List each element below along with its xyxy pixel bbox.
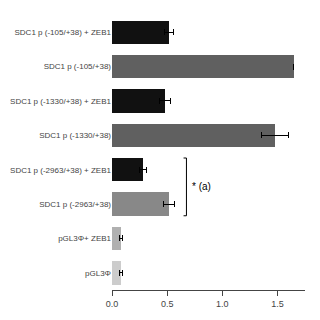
svg-text:0.0: 0.0 <box>106 299 119 309</box>
svg-text:SDC1 p (-2963/+38): SDC1 p (-2963/+38) <box>39 200 111 209</box>
svg-text:pGL3Φ: pGL3Φ <box>85 269 111 278</box>
svg-text:* (a): * (a) <box>192 181 211 192</box>
svg-text:pGL3Φ+ ZEB1: pGL3Φ+ ZEB1 <box>58 234 111 243</box>
svg-text:SDC1 p (-1330/+38): SDC1 p (-1330/+38) <box>39 131 111 140</box>
svg-text:SDC1 p (-105/+38) + ZEB1: SDC1 p (-105/+38) + ZEB1 <box>15 28 112 37</box>
svg-text:SDC1 p (-1330/+38) + ZEB1: SDC1 p (-1330/+38) + ZEB1 <box>10 97 111 106</box>
svg-text:1.0: 1.0 <box>216 299 229 309</box>
svg-text:SDC1 p (-105/+38): SDC1 p (-105/+38) <box>44 62 112 71</box>
svg-text:1.5: 1.5 <box>271 299 284 309</box>
svg-text:SDC1 p (-2963/+38) + ZEB1: SDC1 p (-2963/+38) + ZEB1 <box>10 165 111 174</box>
svg-text:0.5: 0.5 <box>161 299 174 309</box>
